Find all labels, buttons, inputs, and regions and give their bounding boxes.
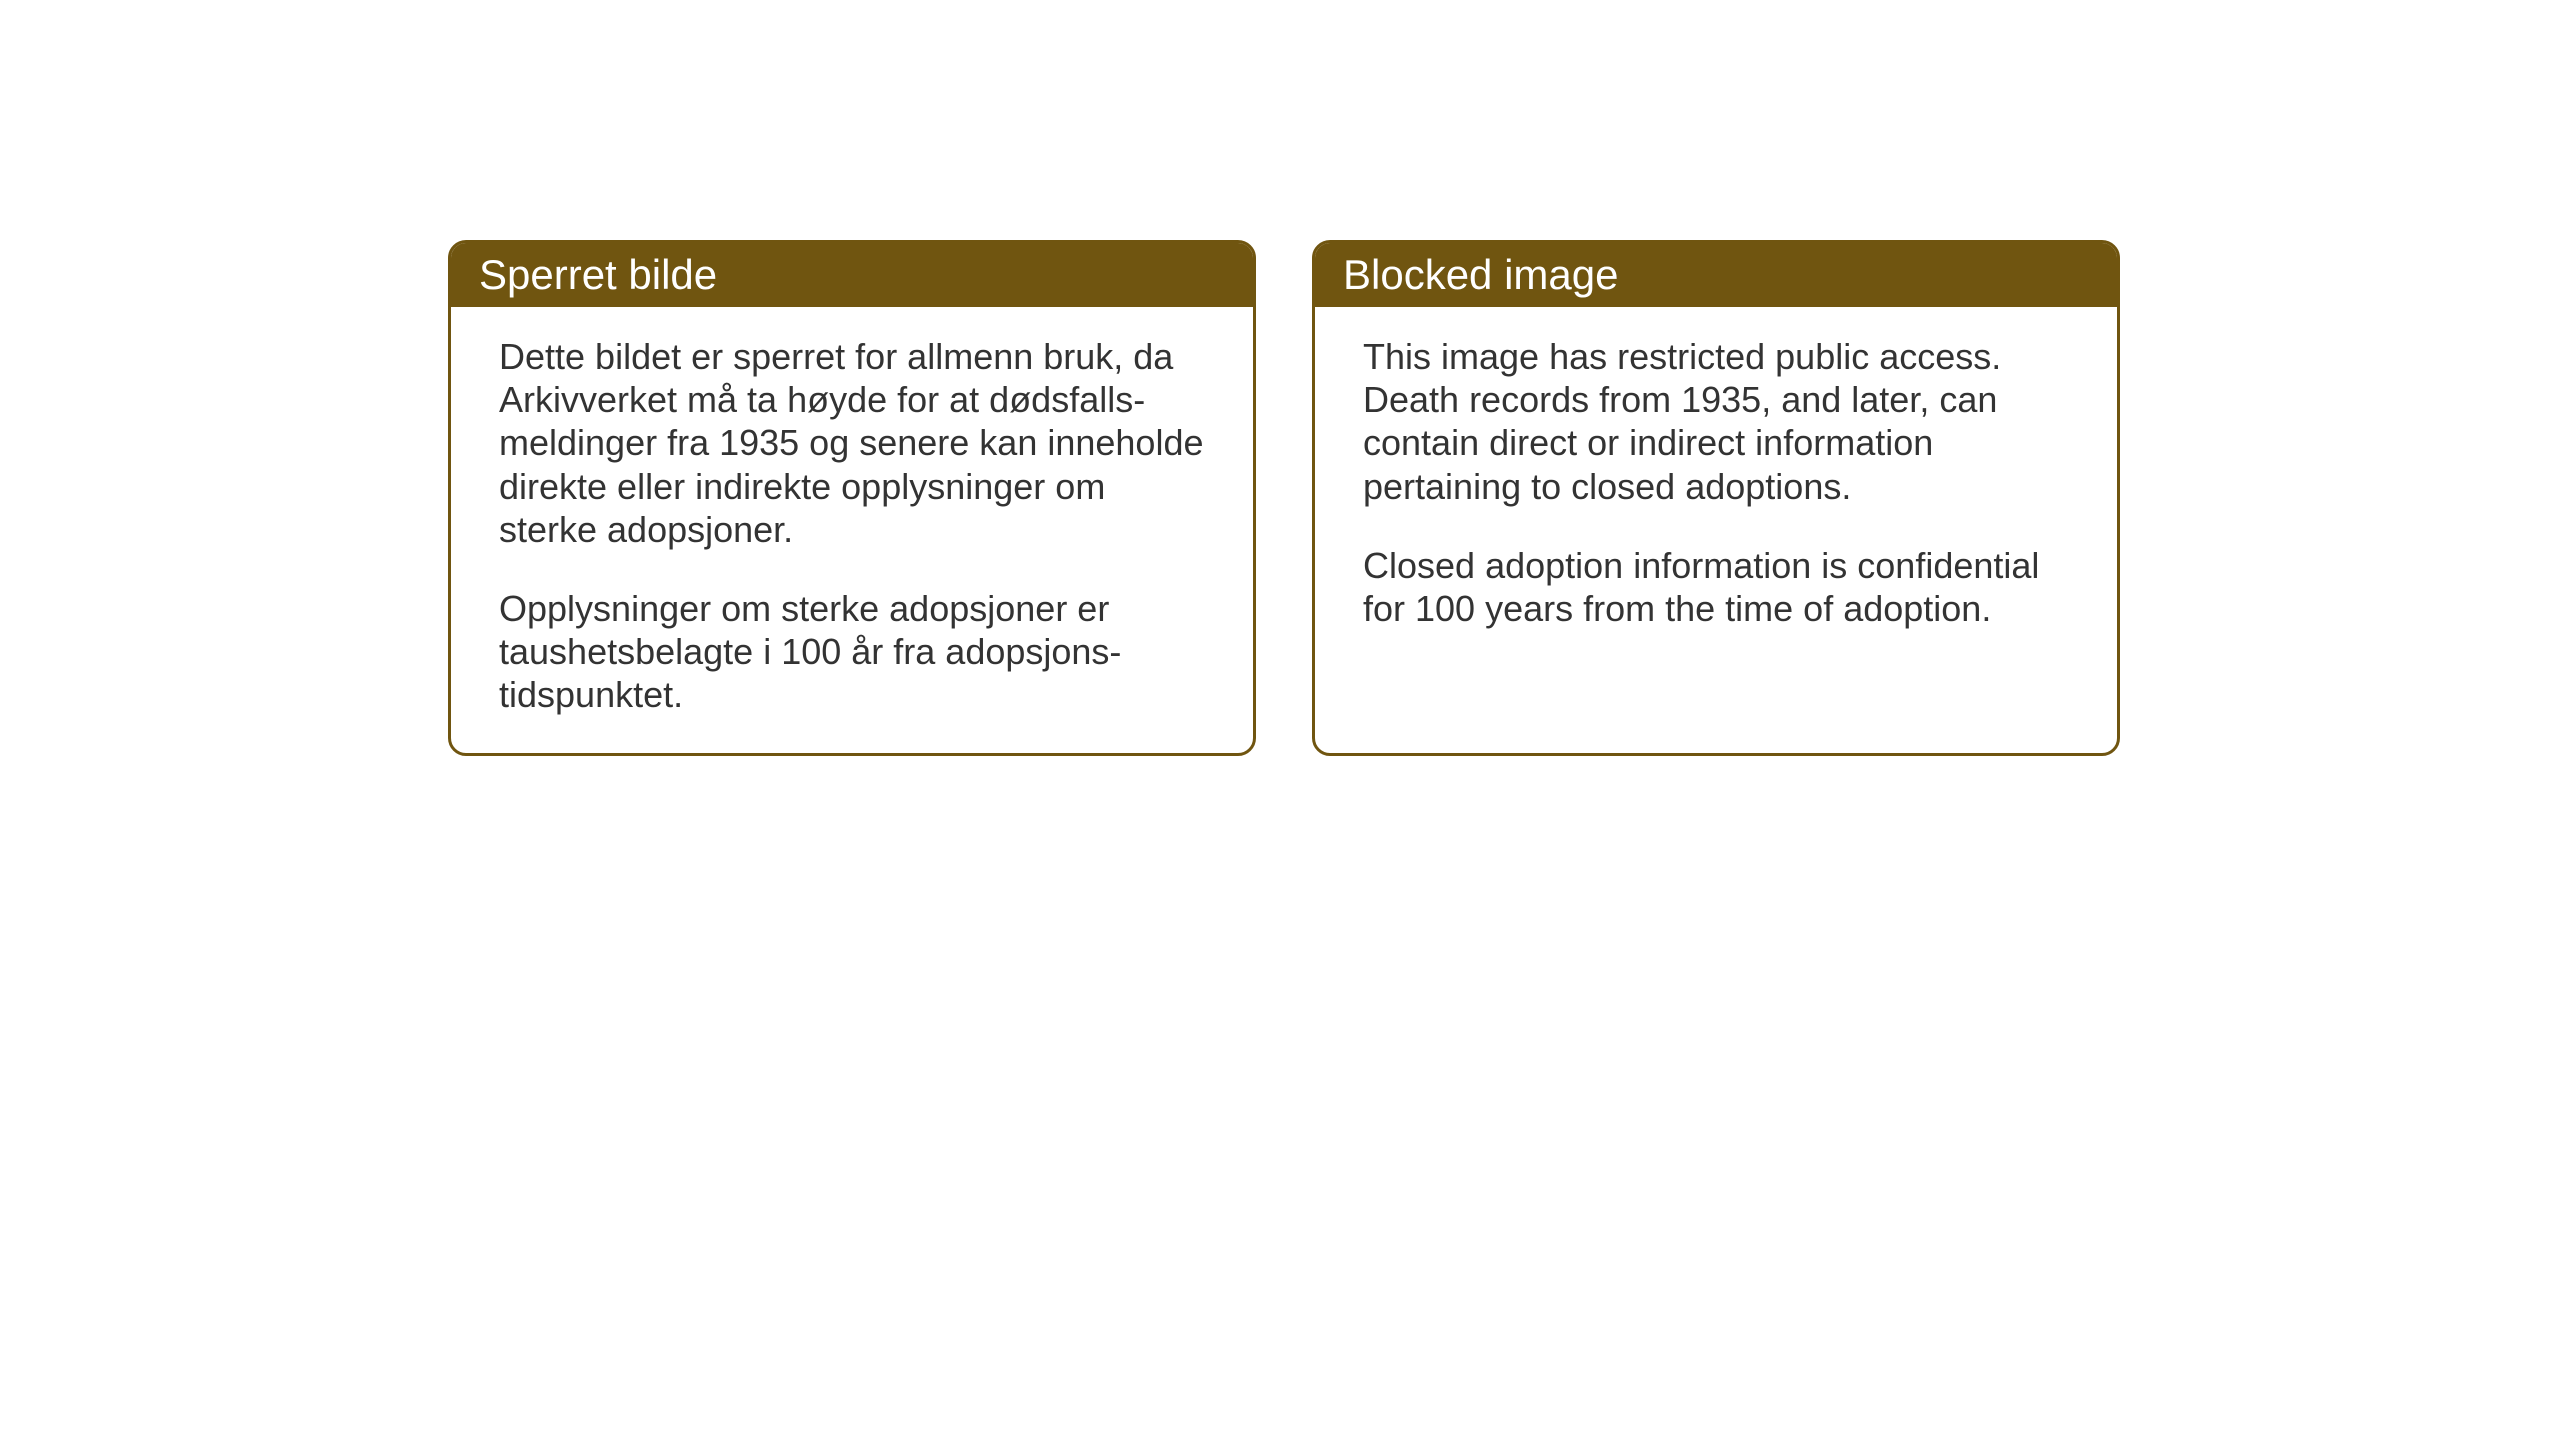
- card-norwegian: Sperret bilde Dette bildet er sperret fo…: [448, 240, 1256, 756]
- card-english-header: Blocked image: [1315, 243, 2117, 307]
- card-norwegian-paragraph-1: Dette bildet er sperret for allmenn bruk…: [499, 335, 1205, 551]
- card-norwegian-title: Sperret bilde: [479, 251, 717, 298]
- card-norwegian-header: Sperret bilde: [451, 243, 1253, 307]
- card-english: Blocked image This image has restricted …: [1312, 240, 2120, 756]
- card-norwegian-paragraph-2: Opplysninger om sterke adopsjoner er tau…: [499, 587, 1205, 717]
- card-norwegian-body: Dette bildet er sperret for allmenn bruk…: [451, 307, 1253, 753]
- card-english-paragraph-2: Closed adoption information is confident…: [1363, 544, 2069, 630]
- card-english-title: Blocked image: [1343, 251, 1618, 298]
- cards-container: Sperret bilde Dette bildet er sperret fo…: [448, 240, 2120, 756]
- card-english-paragraph-1: This image has restricted public access.…: [1363, 335, 2069, 508]
- card-english-body: This image has restricted public access.…: [1315, 307, 2117, 666]
